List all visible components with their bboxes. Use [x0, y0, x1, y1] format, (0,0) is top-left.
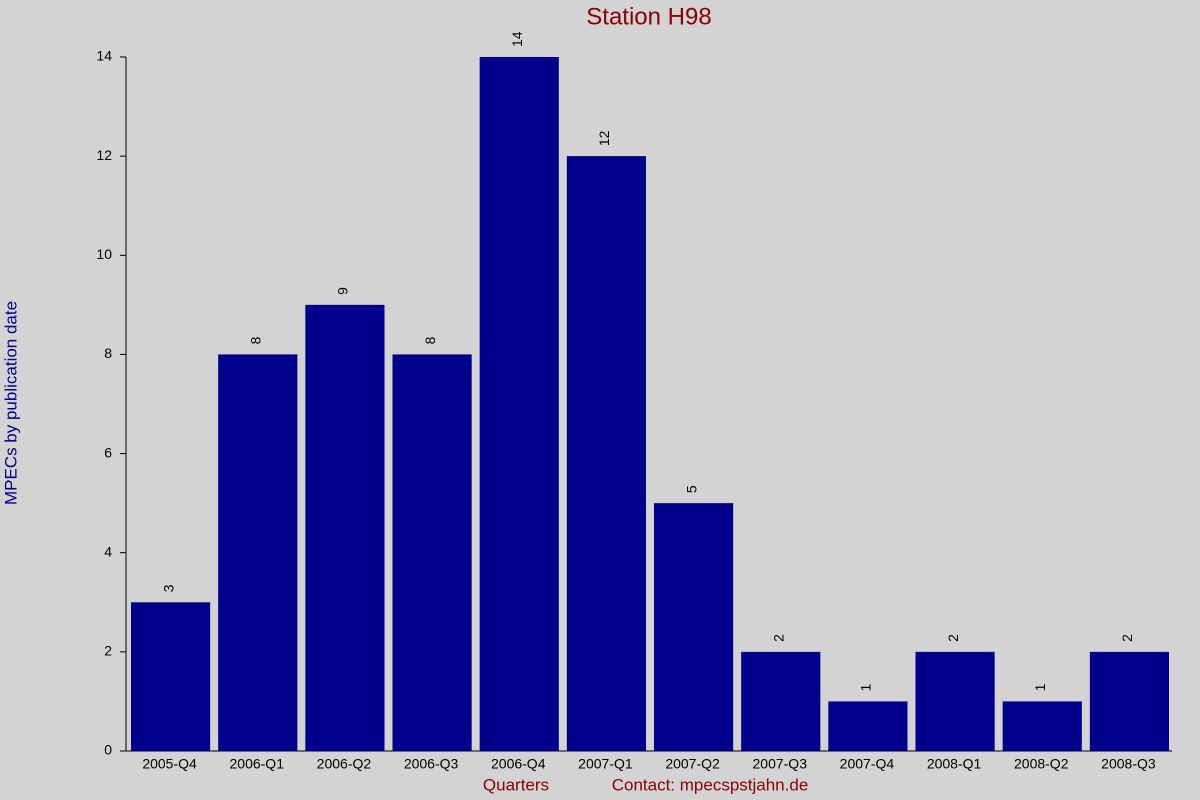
value-label: 1	[858, 683, 874, 691]
y-tick-label: 12	[96, 147, 112, 163]
x-tick-label: 2008-Q3	[1101, 756, 1156, 772]
x-tick-label: 2007-Q1	[578, 756, 633, 772]
value-label: 8	[422, 336, 438, 344]
bar	[915, 651, 995, 751]
x-tick-label: 2005-Q4	[142, 756, 197, 772]
bar	[479, 57, 559, 751]
value-label: 3	[160, 584, 176, 592]
bar	[218, 354, 298, 751]
bar	[1089, 651, 1169, 751]
x-axis-label: Quarters	[483, 775, 549, 794]
value-label: 2	[770, 634, 786, 642]
contact-note: Contact: mpecspstjahn.de	[612, 775, 809, 794]
y-tick-label: 2	[104, 643, 112, 659]
value-label: 1	[1032, 683, 1048, 691]
y-tick-label: 6	[104, 444, 112, 460]
bar	[392, 354, 472, 751]
bar	[741, 651, 821, 751]
x-tick-label: 2006-Q4	[491, 756, 546, 772]
y-tick-label: 8	[104, 345, 112, 361]
value-label: 8	[247, 336, 263, 344]
bar	[305, 304, 385, 751]
y-tick-label: 14	[96, 48, 112, 64]
bar	[1002, 701, 1082, 751]
value-label: 5	[683, 485, 699, 493]
value-label: 2	[945, 634, 961, 642]
chart-title: Station H98	[586, 3, 711, 30]
x-tick-label: 2007-Q3	[753, 756, 808, 772]
y-tick-label: 10	[96, 246, 112, 262]
y-tick-label: 0	[104, 742, 112, 758]
x-tick-label: 2007-Q2	[665, 756, 720, 772]
value-label: 2	[1119, 634, 1135, 642]
bar	[566, 156, 646, 752]
x-tick-label: 2006-Q2	[317, 756, 372, 772]
y-axis-label: MPECs by publication date	[1, 301, 20, 505]
x-tick-label: 2008-Q1	[927, 756, 982, 772]
x-tick-label: 2006-Q3	[404, 756, 459, 772]
bar	[131, 602, 211, 751]
bar	[828, 701, 908, 751]
x-tick-label: 2007-Q4	[840, 756, 895, 772]
y-tick-label: 4	[104, 543, 112, 559]
value-label: 12	[596, 130, 612, 146]
bar	[654, 503, 734, 751]
x-tick-label: 2006-Q1	[230, 756, 285, 772]
value-label: 14	[509, 31, 525, 47]
value-label: 9	[335, 287, 351, 295]
x-tick-label: 2008-Q2	[1014, 756, 1069, 772]
